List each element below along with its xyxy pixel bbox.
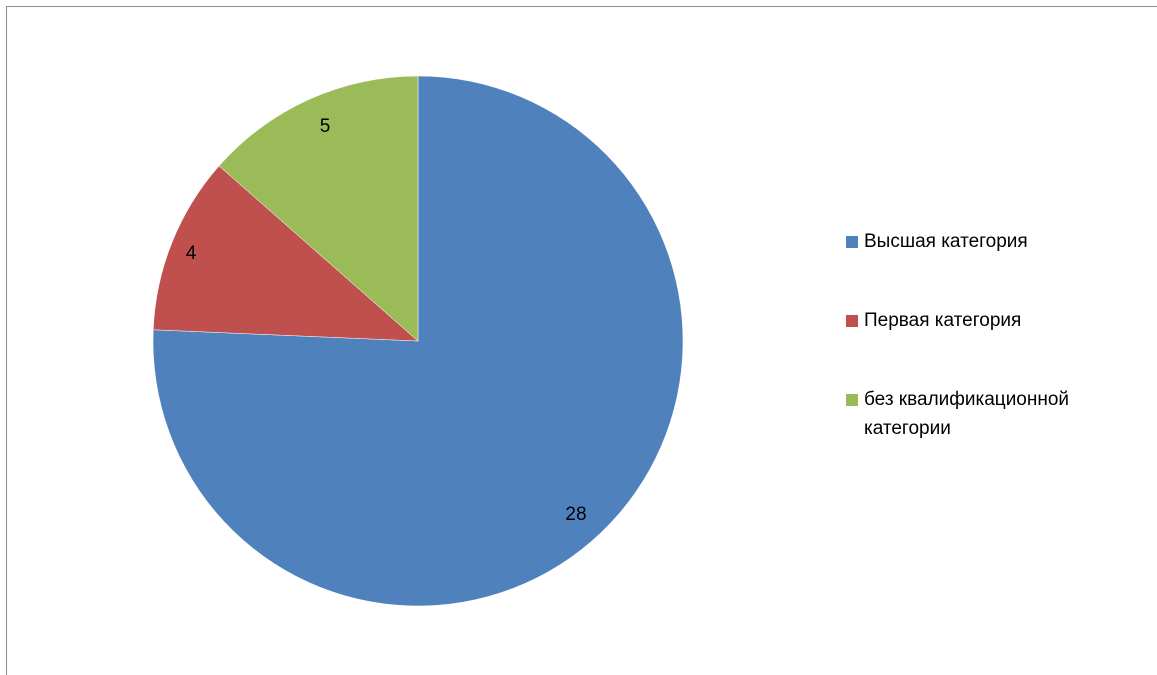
legend-label: Первая категория — [864, 310, 1022, 331]
legend-label: Высшая категория — [864, 231, 1028, 252]
legend-swatch — [846, 315, 858, 327]
legend: Высшая категория Первая категория без кв… — [846, 227, 1146, 443]
pie-slice-0 — [152, 75, 684, 607]
legend-swatch — [846, 394, 858, 406]
pie-data-label-0: 28 — [565, 504, 586, 525]
legend-swatch — [846, 236, 858, 248]
pie-data-label-1: 4 — [186, 243, 197, 264]
legend-item-first: Первая категория — [846, 306, 1146, 335]
legend-item-high: Высшая категория — [846, 227, 1146, 256]
pie-slice-1 — [152, 165, 419, 342]
chart-frame — [6, 6, 1157, 675]
pie-slice-2 — [218, 75, 419, 342]
pie-data-label-2: 5 — [320, 116, 331, 137]
legend-item-none: без квалификационной категории — [846, 385, 1146, 443]
legend-label: без квалификационной категории — [864, 389, 1070, 439]
